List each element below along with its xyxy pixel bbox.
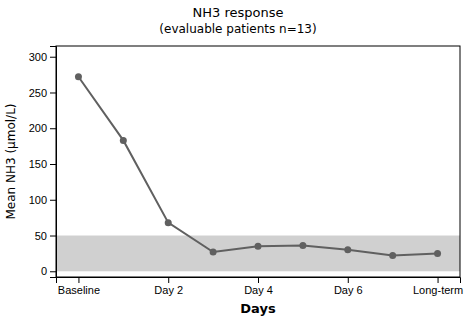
y-tick-mark xyxy=(50,271,56,272)
x-tick-mark xyxy=(348,277,349,283)
y-tick: 250 xyxy=(29,87,56,99)
plot-frame xyxy=(56,46,460,277)
data-point xyxy=(210,248,217,255)
y-tick-mark xyxy=(50,200,56,201)
data-point xyxy=(389,252,396,259)
y-axis: 0 50 100 150 200 250 300 xyxy=(29,47,57,278)
y-tick: 50 xyxy=(35,230,56,242)
y-tick-label: 150 xyxy=(29,158,47,170)
y-tick: 100 xyxy=(29,194,56,206)
x-tick-label: Day 6 xyxy=(334,284,363,296)
x-axis-line xyxy=(57,278,461,284)
y-axis-line xyxy=(50,47,57,278)
y-tick: 300 xyxy=(29,51,56,63)
y-tick-label: 0 xyxy=(41,265,47,277)
y-tick: 0 xyxy=(41,265,56,277)
x-tick-mark xyxy=(438,277,439,283)
y-tick: 150 xyxy=(29,158,56,170)
x-tick: Day 2 xyxy=(154,277,183,296)
x-tick: Day 6 xyxy=(334,277,363,296)
x-tick-label: Baseline xyxy=(58,284,100,296)
x-tick: Day 4 xyxy=(244,277,273,296)
x-tick-mark xyxy=(168,277,169,283)
x-tick-label: Day 2 xyxy=(154,284,183,296)
plot-area xyxy=(56,73,460,271)
data-point xyxy=(120,137,127,144)
data-point xyxy=(299,242,306,249)
x-tick: Long-term xyxy=(413,277,463,296)
subtitle: (evaluable patients n=13) xyxy=(159,22,316,36)
y-tick-label: 100 xyxy=(29,194,47,206)
y-tick-mark xyxy=(50,236,56,237)
y-tick-mark xyxy=(50,164,56,165)
data-point xyxy=(75,73,82,80)
data-line xyxy=(78,77,437,256)
chart: NH3 response (evaluable patients n=13) Bas… xyxy=(0,0,476,319)
data-point xyxy=(165,219,172,226)
data-point xyxy=(434,250,441,257)
y-tick-label: 50 xyxy=(35,230,47,242)
x-axis: Baseline Day 2 Day 4 Day 6 Long-term xyxy=(57,277,464,296)
x-tick-label: Long-term xyxy=(413,284,463,296)
y-tick-mark xyxy=(50,57,56,58)
y-tick-label: 250 xyxy=(29,87,47,99)
data-point xyxy=(255,243,262,250)
x-axis-title: Days xyxy=(240,301,276,316)
data-point xyxy=(344,246,351,253)
title: NH3 response xyxy=(193,5,284,20)
y-tick: 200 xyxy=(29,122,56,134)
y-tick-mark xyxy=(50,128,56,129)
y-tick-label: 300 xyxy=(29,51,47,63)
y-tick-label: 200 xyxy=(29,122,47,134)
y-tick-mark xyxy=(50,92,56,93)
y-axis-title: Mean NH3 (µmol/L) xyxy=(4,103,18,219)
shaded-band xyxy=(56,236,460,272)
x-tick-mark xyxy=(78,277,79,283)
x-tick-mark xyxy=(258,277,259,283)
x-tick-label: Day 4 xyxy=(244,284,273,296)
x-tick: Baseline xyxy=(58,277,100,296)
